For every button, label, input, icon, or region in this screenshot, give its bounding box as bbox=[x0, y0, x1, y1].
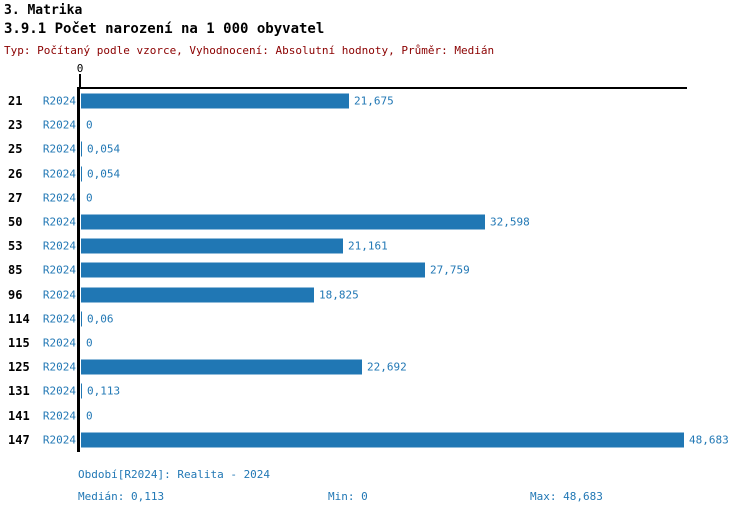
series-label: R2024 bbox=[42, 142, 76, 156]
bar-row: 50 R2024 32,598 bbox=[0, 210, 750, 234]
category-label: 125 bbox=[8, 360, 30, 375]
category-label: 26 bbox=[8, 166, 23, 181]
series-label: R2024 bbox=[42, 215, 76, 229]
bar-row: 21 R2024 21,675 bbox=[0, 89, 750, 113]
bar-row: 114 R2024 0,06 bbox=[0, 307, 750, 331]
bar bbox=[81, 166, 82, 182]
series-label: R2024 bbox=[42, 167, 76, 181]
category-label: 25 bbox=[8, 142, 23, 157]
series-label: R2024 bbox=[42, 118, 76, 132]
x-axis-line bbox=[77, 87, 687, 89]
category-label: 23 bbox=[8, 118, 23, 133]
bar bbox=[81, 262, 425, 278]
series-label: R2024 bbox=[42, 94, 76, 108]
bar-row: 23 R2024 0 bbox=[0, 113, 750, 137]
series-label: R2024 bbox=[42, 360, 76, 374]
bar-row: 147 R2024 48,683 bbox=[0, 428, 750, 452]
series-label: R2024 bbox=[42, 336, 76, 350]
page-title: 3. Matrika bbox=[4, 3, 83, 18]
footer-median: Medián: 0,113 bbox=[78, 490, 165, 503]
value-label: 32,598 bbox=[490, 215, 530, 229]
series-label: R2024 bbox=[42, 384, 76, 398]
category-label: 131 bbox=[8, 384, 30, 399]
category-label: 85 bbox=[8, 263, 23, 278]
chart-meta-line: Typ: Počítaný podle vzorce, Vyhodnocení:… bbox=[4, 44, 495, 57]
bar bbox=[81, 141, 82, 157]
value-label: 0 bbox=[86, 336, 93, 350]
value-label: 21,675 bbox=[354, 94, 394, 108]
bar bbox=[81, 287, 314, 303]
y-axis-line bbox=[77, 87, 80, 452]
category-label: 141 bbox=[8, 408, 30, 423]
value-label: 48,683 bbox=[689, 433, 729, 447]
value-label: 22,692 bbox=[367, 360, 407, 374]
value-label: 0 bbox=[86, 191, 93, 205]
series-label: R2024 bbox=[42, 263, 76, 277]
value-label: 0,054 bbox=[87, 142, 121, 156]
footer-max: Max: 48,683 bbox=[530, 490, 603, 503]
bar-row: 96 R2024 18,825 bbox=[0, 283, 750, 307]
value-label: 21,161 bbox=[348, 239, 388, 253]
footer-period: Období[R2024]: Realita - 2024 bbox=[78, 468, 271, 481]
category-label: 50 bbox=[8, 215, 23, 229]
value-label: 0 bbox=[86, 409, 93, 423]
category-label: 21 bbox=[8, 94, 23, 108]
bar bbox=[81, 383, 82, 399]
bar-row: 26 R2024 0,054 bbox=[0, 162, 750, 186]
series-label: R2024 bbox=[42, 433, 76, 447]
category-label: 53 bbox=[8, 239, 23, 254]
bar-row: 115 R2024 0 bbox=[0, 331, 750, 355]
series-label: R2024 bbox=[42, 191, 76, 205]
bar-row: 131 R2024 0,113 bbox=[0, 379, 750, 403]
bar bbox=[81, 93, 349, 109]
category-label: 114 bbox=[8, 311, 30, 326]
value-label: 18,825 bbox=[319, 288, 359, 302]
bar bbox=[81, 238, 343, 254]
series-label: R2024 bbox=[42, 409, 76, 423]
x-axis-zero-tick bbox=[79, 74, 81, 89]
bar bbox=[81, 432, 684, 448]
x-axis-zero-label: 0 bbox=[76, 62, 84, 75]
value-label: 0,06 bbox=[87, 312, 114, 326]
category-label: 27 bbox=[8, 190, 23, 205]
value-label: 27,759 bbox=[430, 263, 470, 277]
series-label: R2024 bbox=[42, 312, 76, 326]
value-label: 0 bbox=[86, 118, 93, 132]
bar-row: 27 R2024 0 bbox=[0, 186, 750, 210]
value-label: 0,113 bbox=[87, 384, 121, 398]
series-label: R2024 bbox=[42, 288, 76, 302]
bar-row: 85 R2024 27,759 bbox=[0, 258, 750, 282]
bar bbox=[81, 359, 362, 375]
category-label: 96 bbox=[8, 287, 23, 302]
category-label: 147 bbox=[8, 432, 30, 447]
bar bbox=[81, 311, 82, 327]
category-label: 115 bbox=[8, 336, 30, 350]
bar bbox=[81, 214, 485, 230]
bar-row: 141 R2024 0 bbox=[0, 404, 750, 428]
chart-title: 3.9.1 Počet narození na 1 000 obyvatel bbox=[4, 21, 325, 37]
series-label: R2024 bbox=[42, 239, 76, 253]
bar-row: 53 R2024 21,161 bbox=[0, 234, 750, 258]
footer-min: Min: 0 bbox=[328, 490, 368, 503]
bar-row: 25 R2024 0,054 bbox=[0, 137, 750, 161]
bar-row: 125 R2024 22,692 bbox=[0, 355, 750, 379]
value-label: 0,054 bbox=[87, 167, 121, 181]
